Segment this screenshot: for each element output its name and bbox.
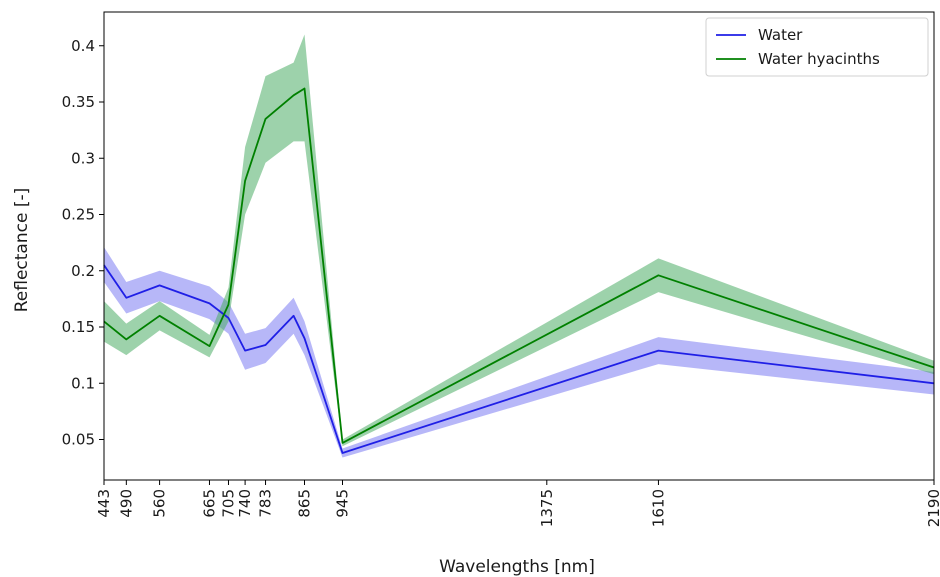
confidence-bands xyxy=(104,34,934,458)
y-tick-label: 0.3 xyxy=(71,149,95,167)
water-line xyxy=(103,264,935,454)
x-tick-label: 560 xyxy=(151,489,169,518)
y-tick-label: 0.05 xyxy=(62,431,95,449)
y-tick-label: 0.15 xyxy=(62,318,95,336)
water-hyacinths-line xyxy=(103,87,935,444)
y-axis-ticks: 0.05 0.1 0.15 0.2 0.25 0.3 0.35 0.4 xyxy=(62,37,104,449)
x-tick-label: 490 xyxy=(117,489,135,518)
x-tick-label: 1610 xyxy=(649,489,667,527)
y-tick-label: 0.1 xyxy=(71,374,95,392)
y-axis-label: Reflectance [-] xyxy=(12,188,32,313)
water-legend-label: Water xyxy=(758,26,803,44)
plot-frame xyxy=(103,11,935,481)
series-lines xyxy=(103,87,935,454)
legend-box xyxy=(705,17,929,77)
x-tick-label: 740 xyxy=(236,489,254,518)
x-tick-label: 443 xyxy=(95,489,113,518)
y-tick-label: 0.2 xyxy=(71,262,95,280)
water-band xyxy=(104,247,934,458)
x-axis-label: Wavelengths [nm] xyxy=(439,557,595,577)
legend: Water Water hyacinths xyxy=(705,17,929,77)
x-tick-label: 1375 xyxy=(538,489,556,527)
axes xyxy=(103,11,935,481)
x-tick-label: 945 xyxy=(334,489,352,518)
x-tick-label: 705 xyxy=(219,489,237,518)
y-tick-label: 0.35 xyxy=(62,93,95,111)
x-tick-label: 865 xyxy=(295,489,313,518)
y-tick-label: 0.25 xyxy=(62,206,95,224)
x-tick-label: 2190 xyxy=(925,489,940,527)
water-hyacinths-legend-label: Water hyacinths xyxy=(758,50,880,68)
x-tick-label: 665 xyxy=(200,489,218,518)
water-hyacinths-band xyxy=(104,34,934,447)
x-tick-label: 783 xyxy=(257,489,275,518)
y-tick-label: 0.4 xyxy=(71,37,95,55)
